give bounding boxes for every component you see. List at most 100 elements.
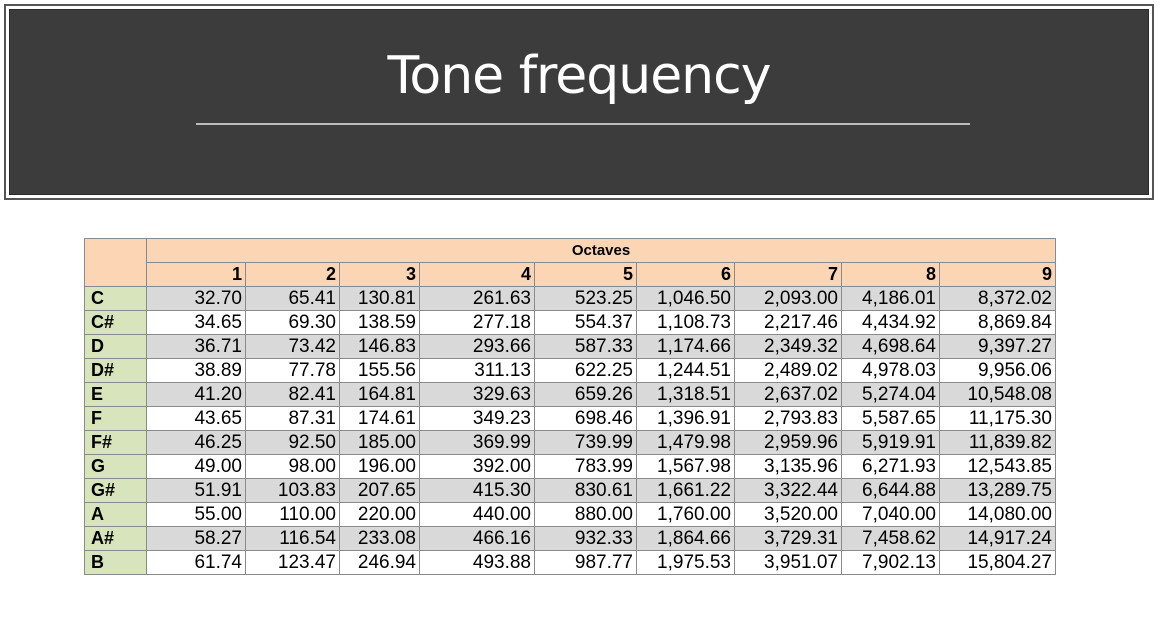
- frequency-cell: 49.00: [146, 454, 246, 479]
- table-row: C# 34.65 69.30 138.59 277.18 554.37 1,108.73 2,…: [84, 310, 1056, 335]
- frequency-cell: 5,274.04: [841, 382, 940, 407]
- note-label: F: [84, 406, 147, 431]
- frequency-cell: 82.41: [245, 382, 340, 407]
- frequency-cell: 698.46: [534, 406, 637, 431]
- frequency-cell: 2,637.02: [734, 382, 842, 407]
- frequency-cell: 164.81: [339, 382, 420, 407]
- octave-header-9: 9: [939, 262, 1056, 287]
- frequency-cell: 41.20: [146, 382, 246, 407]
- frequency-cell: 3,729.31: [734, 526, 842, 551]
- frequency-cell: 2,793.83: [734, 406, 842, 431]
- frequency-cell: 146.83: [339, 334, 420, 359]
- table-row: E 41.20 82.41 164.81 329.63 659.26 1,318.51 2,6…: [84, 382, 1056, 407]
- frequency-cell: 2,489.02: [734, 358, 842, 383]
- frequency-cell: 1,174.66: [636, 334, 735, 359]
- frequency-cell: 1,244.51: [636, 358, 735, 383]
- frequency-cell: 3,520.00: [734, 502, 842, 527]
- frequency-cell: 392.00: [419, 454, 535, 479]
- frequency-cell: 123.47: [245, 550, 340, 575]
- frequency-cell: 8,372.02: [939, 286, 1056, 311]
- frequency-cell: 11,839.82: [939, 430, 1056, 455]
- frequency-cell: 523.25: [534, 286, 637, 311]
- octave-header-1: 1: [146, 262, 246, 287]
- frequency-cell: 58.27: [146, 526, 246, 551]
- table-row: D 36.71 73.42 146.83 293.66 587.33 1,174.66 2,3…: [84, 334, 1056, 359]
- frequency-cell: 783.99: [534, 454, 637, 479]
- frequency-cell: 7,902.13: [841, 550, 940, 575]
- note-label: B: [84, 550, 147, 575]
- frequency-cell: 3,951.07: [734, 550, 842, 575]
- frequency-cell: 293.66: [419, 334, 535, 359]
- frequency-cell: 3,135.96: [734, 454, 842, 479]
- frequency-cell: 38.89: [146, 358, 246, 383]
- octave-header-7: 7: [734, 262, 842, 287]
- octave-header-3: 3: [339, 262, 420, 287]
- frequency-cell: 36.71: [146, 334, 246, 359]
- frequency-cell: 466.16: [419, 526, 535, 551]
- table-row: G 49.00 98.00 196.00 392.00 783.99 1,567.98 3,1…: [84, 454, 1056, 479]
- frequency-cell: 9,956.06: [939, 358, 1056, 383]
- frequency-cell: 46.25: [146, 430, 246, 455]
- note-label: G: [84, 454, 147, 479]
- note-label: E: [84, 382, 147, 407]
- note-label: D#: [84, 358, 147, 383]
- frequency-cell: 1,864.66: [636, 526, 735, 551]
- frequency-cell: 87.31: [245, 406, 340, 431]
- frequency-cell: 51.91: [146, 478, 246, 503]
- frequency-cell: 7,040.00: [841, 502, 940, 527]
- frequency-cell: 174.61: [339, 406, 420, 431]
- frequency-cell: 73.42: [245, 334, 340, 359]
- table-row: G# 51.91 103.83 207.65 415.30 830.61 1,661.22 3…: [84, 478, 1056, 503]
- frequency-cell: 1,318.51: [636, 382, 735, 407]
- title-banner-panel: Tone frequency: [9, 9, 1149, 195]
- frequency-cell: 1,108.73: [636, 310, 735, 335]
- frequency-cell: 130.81: [339, 286, 420, 311]
- frequency-cell: 7,458.62: [841, 526, 940, 551]
- frequency-cell: 233.08: [339, 526, 420, 551]
- frequency-cell: 329.63: [419, 382, 535, 407]
- note-label: F#: [84, 430, 147, 455]
- title-banner: Tone frequency: [4, 4, 1154, 200]
- frequency-cell: 987.77: [534, 550, 637, 575]
- frequency-cell: 116.54: [245, 526, 340, 551]
- frequency-cell: 587.33: [534, 334, 637, 359]
- frequency-cell: 55.00: [146, 502, 246, 527]
- frequency-cell: 369.99: [419, 430, 535, 455]
- frequency-cell: 196.00: [339, 454, 420, 479]
- frequency-cell: 1,661.22: [636, 478, 735, 503]
- frequency-cell: 349.23: [419, 406, 535, 431]
- note-label: G#: [84, 478, 147, 503]
- frequency-cell: 14,080.00: [939, 502, 1056, 527]
- frequency-cell: 9,397.27: [939, 334, 1056, 359]
- frequency-cell: 12,543.85: [939, 454, 1056, 479]
- frequency-cell: 932.33: [534, 526, 637, 551]
- table-row: A# 58.27 116.54 233.08 466.16 932.33 1,864.66 3…: [84, 526, 1056, 551]
- frequency-cell: 61.74: [146, 550, 246, 575]
- note-label: C#: [84, 310, 147, 335]
- frequency-cell: 220.00: [339, 502, 420, 527]
- frequency-cell: 493.88: [419, 550, 535, 575]
- frequency-cell: 43.65: [146, 406, 246, 431]
- group-header-row: Octaves: [84, 238, 1056, 287]
- frequency-cell: 77.78: [245, 358, 340, 383]
- frequency-cell: 880.00: [534, 502, 637, 527]
- frequency-cell: 98.00: [245, 454, 340, 479]
- frequency-cell: 4,698.64: [841, 334, 940, 359]
- frequency-cell: 415.30: [419, 478, 535, 503]
- frequency-cell: 739.99: [534, 430, 637, 455]
- frequency-cell: 185.00: [339, 430, 420, 455]
- frequency-cell: 65.41: [245, 286, 340, 311]
- note-label: A#: [84, 526, 147, 551]
- frequency-cell: 14,917.24: [939, 526, 1056, 551]
- frequency-cell: 4,978.03: [841, 358, 940, 383]
- octaves-header: Octaves: [146, 238, 1056, 263]
- note-label: D: [84, 334, 147, 359]
- frequency-cell: 440.00: [419, 502, 535, 527]
- table-row: D# 38.89 77.78 155.56 311.13 622.25 1,244.51 2,…: [84, 358, 1056, 383]
- frequency-cell: 3,322.44: [734, 478, 842, 503]
- corner-cell: [84, 238, 147, 287]
- frequency-cell: 1,975.53: [636, 550, 735, 575]
- frequency-cell: 2,217.46: [734, 310, 842, 335]
